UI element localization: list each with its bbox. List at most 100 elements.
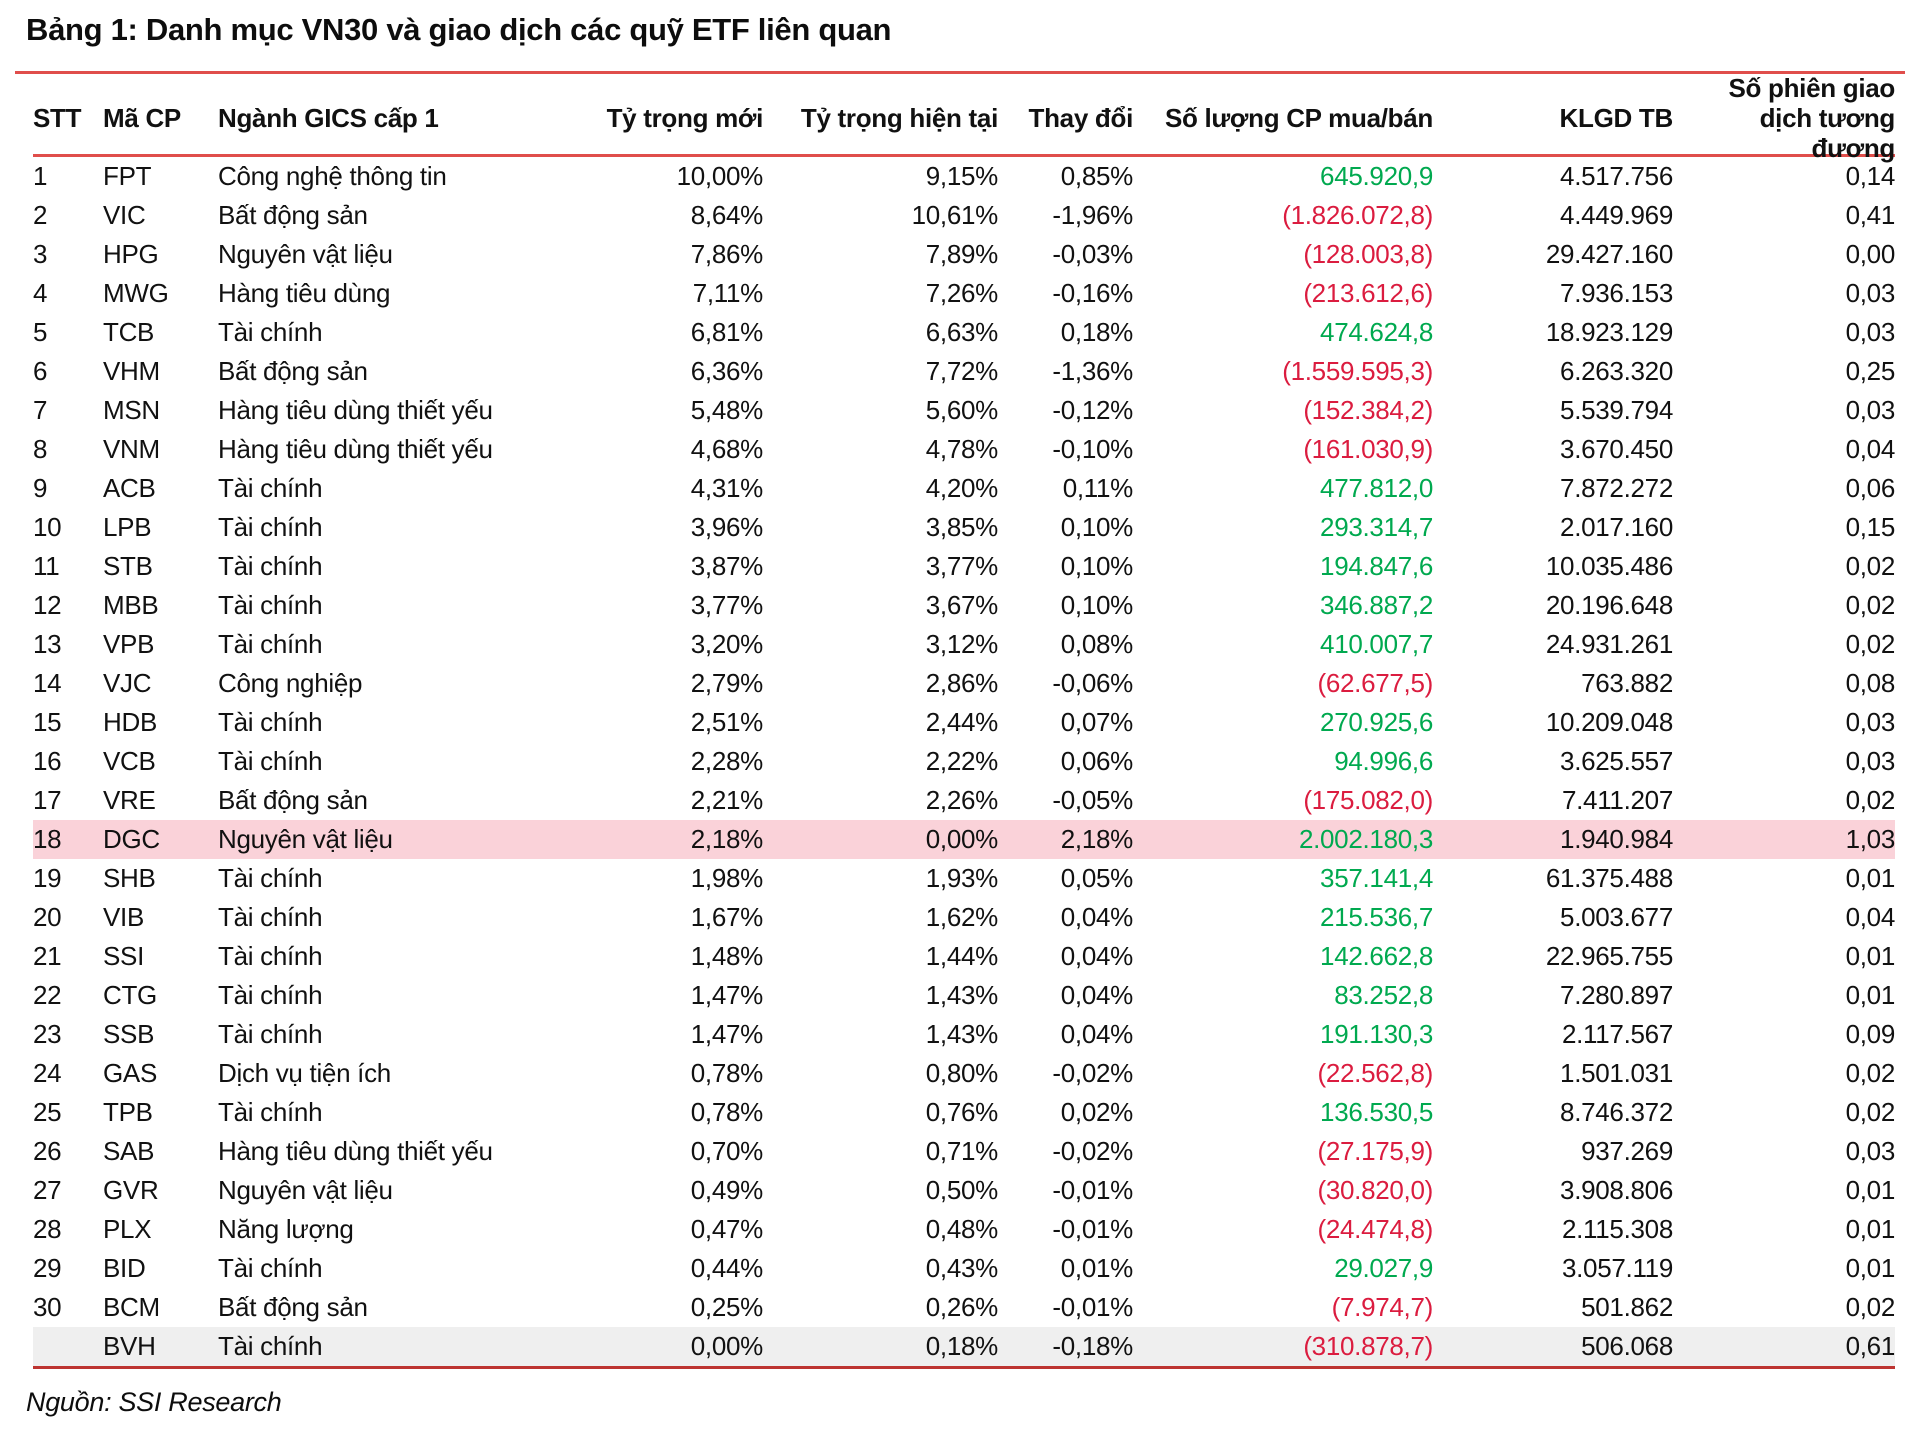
cell-sector: Tài chính	[218, 590, 323, 620]
cell-current-weight: 0,76%	[925, 1097, 999, 1127]
cell-new-weight: 2,51%	[690, 707, 764, 737]
cell-sector: Hàng tiêu dùng thiết yếu	[218, 395, 493, 425]
cell-equivalent-sessions: 0,01	[1845, 863, 1896, 893]
cell-equivalent-sessions: 0,25	[1845, 356, 1896, 386]
cell-ticker: LPB	[103, 512, 152, 542]
cell-current-weight: 10,61%	[911, 200, 999, 230]
cell-stt: 14	[33, 668, 62, 698]
cell-shares-traded: 477.812,0	[1320, 473, 1433, 503]
cell-current-weight: 1,43%	[925, 1019, 999, 1049]
cell-ticker: VHM	[103, 356, 160, 386]
cell-new-weight: 1,47%	[690, 1019, 764, 1049]
cell-avg-volume: 1.501.031	[1560, 1058, 1673, 1088]
cell-avg-volume: 3.908.806	[1560, 1175, 1673, 1205]
cell-sector: Bất động sản	[218, 200, 368, 230]
bottom-rule	[33, 1366, 1895, 1369]
cell-shares-traded: (128.003,8)	[1303, 239, 1433, 269]
cell-avg-volume: 29.427.160	[1545, 239, 1673, 269]
table-row: 23 SSB Tài chính 1,47% 1,43% 0,04% 191.1…	[33, 1015, 1895, 1054]
cell-current-weight: 0,18%	[925, 1331, 999, 1361]
cell-new-weight: 10,00%	[676, 161, 764, 191]
cell-shares-traded: (152.384,2)	[1303, 395, 1433, 425]
cell-avg-volume: 5.003.677	[1560, 902, 1673, 932]
cell-avg-volume: 7.936.153	[1560, 278, 1673, 308]
cell-change: -0,01%	[1052, 1292, 1133, 1322]
cell-change: -1,36%	[1052, 356, 1133, 386]
cell-new-weight: 2,18%	[690, 824, 764, 854]
cell-avg-volume: 501.862	[1581, 1292, 1673, 1322]
cell-avg-volume: 7.280.897	[1560, 980, 1673, 1010]
cell-sector: Hàng tiêu dùng thiết yếu	[218, 434, 493, 464]
cell-avg-volume: 3.625.557	[1560, 746, 1673, 776]
cell-change: 0,10%	[1060, 590, 1134, 620]
table-row: 17 VRE Bất động sản 2,21% 2,26% -0,05% (…	[33, 781, 1895, 820]
cell-shares-traded: 215.536,7	[1320, 902, 1433, 932]
cell-current-weight: 6,63%	[925, 317, 999, 347]
cell-equivalent-sessions: 0,01	[1845, 980, 1896, 1010]
cell-current-weight: 7,26%	[925, 278, 999, 308]
cell-ticker: BCM	[103, 1292, 160, 1322]
cell-equivalent-sessions: 0,09	[1845, 1019, 1896, 1049]
cell-equivalent-sessions: 0,01	[1845, 1214, 1896, 1244]
cell-new-weight: 0,78%	[690, 1097, 764, 1127]
cell-current-weight: 7,72%	[925, 356, 999, 386]
cell-sector: Tài chính	[218, 473, 323, 503]
cell-sector: Tài chính	[218, 902, 323, 932]
table-row: 24 GAS Dịch vụ tiện ích 0,78% 0,80% -0,0…	[33, 1054, 1895, 1093]
cell-ticker: CTG	[103, 980, 157, 1010]
cell-stt: 16	[33, 746, 62, 776]
cell-equivalent-sessions: 0,02	[1845, 1097, 1896, 1127]
cell-new-weight: 1,48%	[690, 941, 764, 971]
cell-new-weight: 0,25%	[690, 1292, 764, 1322]
cell-shares-traded: (24.474,8)	[1317, 1214, 1433, 1244]
table-row: 10 LPB Tài chính 3,96% 3,85% 0,10% 293.3…	[33, 508, 1895, 547]
cell-shares-traded: 191.130,3	[1320, 1019, 1433, 1049]
cell-ticker: VIC	[103, 200, 146, 230]
table-row: 20 VIB Tài chính 1,67% 1,62% 0,04% 215.5…	[33, 898, 1895, 937]
cell-avg-volume: 937.269	[1581, 1136, 1673, 1166]
cell-sector: Công nghiệp	[218, 668, 363, 698]
cell-new-weight: 8,64%	[690, 200, 764, 230]
cell-equivalent-sessions: 0,02	[1845, 590, 1896, 620]
cell-new-weight: 1,47%	[690, 980, 764, 1010]
cell-new-weight: 4,31%	[690, 473, 764, 503]
cell-sector: Tài chính	[218, 863, 323, 893]
cell-current-weight: 0,50%	[925, 1175, 999, 1205]
cell-equivalent-sessions: 0,04	[1845, 434, 1896, 464]
cell-current-weight: 3,12%	[925, 629, 999, 659]
cell-sector: Tài chính	[218, 746, 323, 776]
cell-stt: 13	[33, 629, 62, 659]
cell-change: 0,04%	[1060, 980, 1134, 1010]
col-header-equivalent-sessions: Số phiên giao dịch tương đương	[1728, 73, 1895, 163]
table-row: BVH Tài chính 0,00% 0,18% -0,18% (310.87…	[33, 1327, 1895, 1366]
cell-equivalent-sessions: 0,02	[1845, 629, 1896, 659]
cell-new-weight: 1,98%	[690, 863, 764, 893]
cell-equivalent-sessions: 0,01	[1845, 941, 1896, 971]
cell-sector: Tài chính	[218, 941, 323, 971]
cell-shares-traded: (30.820,0)	[1317, 1175, 1433, 1205]
cell-avg-volume: 506.068	[1581, 1331, 1673, 1361]
cell-ticker: STB	[103, 551, 153, 581]
cell-shares-traded: 357.141,4	[1320, 863, 1433, 893]
col-header-stt: STT	[33, 102, 82, 133]
cell-change: 0,04%	[1060, 941, 1134, 971]
cell-shares-traded: (27.175,9)	[1317, 1136, 1433, 1166]
cell-sector: Tài chính	[218, 512, 323, 542]
cell-ticker: HDB	[103, 707, 157, 737]
cell-new-weight: 3,20%	[690, 629, 764, 659]
cell-sector: Năng lượng	[218, 1214, 354, 1244]
cell-stt: 6	[33, 356, 48, 386]
cell-ticker: MSN	[103, 395, 160, 425]
cell-sector: Tài chính	[218, 629, 323, 659]
source-note: Nguồn: SSI Research	[26, 1387, 282, 1417]
col-header-shares-traded: Số lượng CP mua/bán	[1164, 102, 1433, 133]
cell-change: 2,18%	[1060, 824, 1134, 854]
cell-shares-traded: (310.878,7)	[1303, 1331, 1433, 1361]
cell-change: -0,02%	[1052, 1136, 1133, 1166]
cell-new-weight: 7,86%	[690, 239, 764, 269]
cell-shares-traded: 136.530,5	[1320, 1097, 1433, 1127]
cell-ticker: VPB	[103, 629, 155, 659]
cell-shares-traded: (22.562,8)	[1317, 1058, 1433, 1088]
col-header-current-weight: Tỷ trọng hiện tại	[800, 102, 998, 133]
cell-new-weight: 0,47%	[690, 1214, 764, 1244]
